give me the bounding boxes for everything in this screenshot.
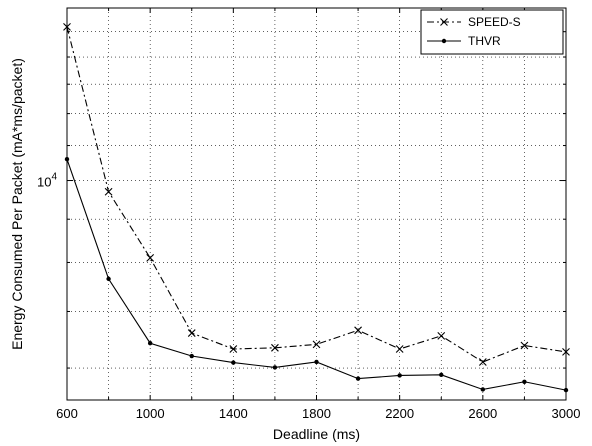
legend-box — [420, 9, 564, 55]
data-point-thvr — [147, 341, 153, 346]
data-point-thvr — [272, 365, 278, 370]
x-tick-label: 600 — [56, 406, 78, 421]
x-tick-label: 3000 — [552, 406, 581, 421]
data-point-speed-s — [146, 254, 155, 262]
legend-label: THVR — [468, 34, 501, 48]
x-axis-label: Deadline (ms) — [273, 426, 360, 442]
data-point-speed-s — [437, 331, 446, 340]
series-speed-s — [63, 22, 570, 366]
data-point-thvr — [522, 379, 527, 384]
data-point-speed-s — [229, 345, 238, 353]
y-tick-label: 104 — [37, 172, 57, 190]
x-tick-label: 1400 — [219, 406, 248, 421]
ticks: 600 1000 1400 1800 2200 2600 3000 104 — [37, 8, 580, 421]
data-point-thvr — [480, 387, 486, 392]
legend-item-thvr: THVR — [427, 34, 501, 48]
data-point-speed-s — [354, 326, 362, 335]
data-point-thvr — [314, 359, 319, 365]
data-point-thvr — [189, 353, 194, 359]
data-point-speed-s — [395, 345, 404, 353]
data-point-speed-s — [104, 187, 113, 196]
data-point-speed-s — [312, 340, 321, 349]
data-point-thvr — [397, 373, 402, 378]
x-tick-label: 1000 — [136, 406, 165, 421]
y-axis-label: Energy Consumed Per Packet (mA*ms/packet… — [9, 58, 25, 350]
legend-label: SPEED-S — [468, 15, 521, 29]
data-point-thvr — [231, 360, 236, 365]
series-thvr — [64, 156, 569, 393]
data-point-thvr — [439, 372, 444, 378]
legend-marker — [441, 38, 447, 44]
x-tick-label: 1800 — [302, 406, 331, 421]
series-layer — [63, 22, 570, 393]
legend-marker — [440, 18, 448, 26]
grid — [67, 8, 566, 400]
data-point-speed-s — [478, 358, 487, 366]
legend: SPEED-S THVR — [420, 9, 564, 55]
data-point-thvr — [355, 376, 361, 381]
data-point-speed-s — [520, 341, 529, 350]
x-tick-label: 2600 — [468, 406, 497, 421]
legend-item-speed-s: SPEED-S — [427, 15, 521, 29]
data-point-speed-s — [271, 343, 279, 352]
data-point-thvr — [106, 276, 111, 282]
data-point-speed-s — [187, 329, 196, 337]
x-tick-label: 2200 — [385, 406, 414, 421]
